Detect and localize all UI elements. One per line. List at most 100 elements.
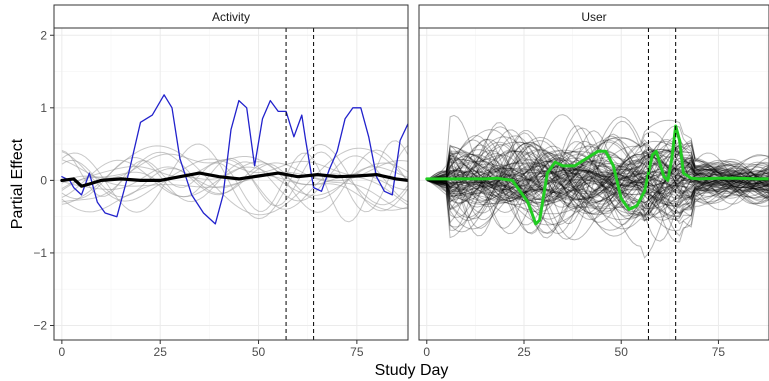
- x-axis-title: Study Day: [375, 362, 449, 379]
- facet-strip-label: Activity: [212, 10, 250, 24]
- y-tick-label: 1: [40, 101, 47, 115]
- background-curve: [426, 119, 769, 215]
- background-curve: [426, 135, 769, 228]
- background-curve: [426, 132, 769, 242]
- background-curve: [426, 145, 769, 210]
- background-curve: [426, 136, 769, 208]
- background-curve: [426, 152, 769, 218]
- background-curve: [426, 162, 769, 190]
- panel-border: [53, 27, 409, 341]
- background-curve: [426, 162, 769, 197]
- background-curve: [426, 137, 769, 208]
- background-curve: [426, 145, 769, 229]
- background-curve: [426, 155, 769, 218]
- background-curve: [426, 139, 769, 213]
- y-tick-label: −1: [33, 246, 47, 260]
- background-curve: [426, 154, 769, 201]
- background-curve: [426, 141, 769, 221]
- background-curve: [426, 152, 769, 202]
- mean-curve: [60, 171, 408, 188]
- background-curve: [426, 160, 769, 218]
- background-curve: [426, 144, 769, 215]
- background-curve: [426, 147, 769, 216]
- background-curve: [426, 150, 769, 222]
- background-curve: [426, 162, 769, 211]
- background-curve: [426, 146, 769, 200]
- background-curve: [426, 129, 769, 259]
- background-curve: [426, 136, 769, 237]
- background-curve: [426, 141, 769, 221]
- background-curve: [61, 153, 408, 211]
- background-curve: [426, 120, 769, 243]
- background-curve: [426, 140, 769, 234]
- background-curve: [426, 154, 769, 214]
- background-curve: [426, 125, 769, 235]
- x-tick-label: 50: [252, 345, 266, 359]
- y-axis-title: Partial Effect: [9, 138, 26, 229]
- background-curve: [426, 153, 769, 213]
- background-curve: [61, 159, 408, 198]
- background-curve: [426, 167, 769, 190]
- x-tick-label: 25: [517, 345, 531, 359]
- background-curve: [426, 155, 769, 202]
- background-curve: [426, 162, 769, 202]
- background-curve: [426, 153, 769, 230]
- background-curve: [426, 137, 769, 226]
- background-curve: [426, 169, 769, 197]
- background-curve: [426, 157, 769, 209]
- background-curve: [426, 140, 769, 206]
- background-curve: [61, 155, 408, 203]
- background-curve: [426, 156, 769, 217]
- background-curve: [426, 114, 769, 214]
- facet-strip-label: User: [581, 10, 606, 24]
- background-curve: [426, 142, 769, 200]
- plot-area: [54, 28, 408, 340]
- highlight-curve: [425, 124, 769, 226]
- background-curve: [426, 167, 769, 195]
- background-curve: [426, 167, 769, 216]
- background-curve: [426, 156, 769, 204]
- background-curve: [426, 142, 769, 233]
- background-curve: [426, 116, 769, 239]
- background-curve: [426, 114, 769, 229]
- plot-area: [419, 28, 769, 340]
- background-curve: [426, 141, 769, 215]
- background-curve: [426, 149, 769, 207]
- background-curve: [426, 160, 769, 202]
- background-curve: [426, 162, 769, 199]
- background-curve: [426, 140, 769, 201]
- background-curve: [426, 139, 769, 223]
- background-curve: [426, 138, 769, 234]
- background-curve: [61, 140, 408, 223]
- x-tick-label: 0: [423, 345, 430, 359]
- background-curve: [426, 151, 769, 210]
- y-tick-label: 0: [40, 173, 47, 187]
- background-curve: [426, 136, 769, 226]
- background-curve: [426, 158, 769, 201]
- background-curve: [61, 145, 408, 213]
- y-tick-label: −2: [33, 318, 47, 332]
- background-curve: [426, 155, 769, 208]
- panel-activity: Activity 0 25 50 75: [53, 4, 409, 359]
- background-curve: [426, 149, 769, 220]
- x-tick-label: 25: [154, 345, 168, 359]
- background-curve: [426, 151, 769, 221]
- background-curve: [426, 148, 769, 189]
- background-curve: [426, 171, 769, 198]
- background-curve: [426, 170, 769, 206]
- background-curve: [426, 150, 769, 221]
- background-curve: [426, 140, 769, 221]
- background-curve: [426, 130, 769, 220]
- x-tick-label: 75: [350, 345, 364, 359]
- x-tick-label: 0: [59, 345, 66, 359]
- background-curve: [426, 149, 769, 228]
- background-curve: [426, 145, 769, 212]
- x-tick-label: 50: [615, 345, 629, 359]
- background-curve: [426, 153, 769, 203]
- background-curve: [426, 131, 769, 221]
- background-curve: [426, 126, 769, 224]
- background-curve: [61, 143, 408, 220]
- panel-border: [418, 27, 769, 341]
- background-curve: [426, 161, 769, 201]
- y-tick-label: 2: [40, 28, 47, 42]
